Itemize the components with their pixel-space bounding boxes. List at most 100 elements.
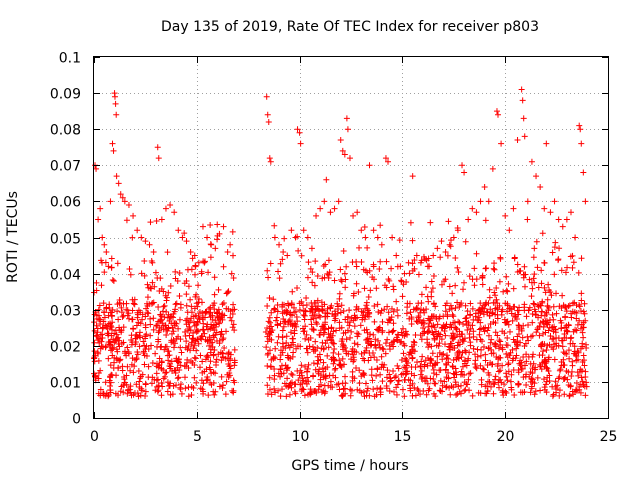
data-point-marker: [226, 372, 233, 379]
data-point-marker: [350, 354, 357, 361]
data-point-marker: [207, 241, 214, 248]
data-point-marker: [455, 348, 462, 355]
data-point-marker: [202, 314, 209, 321]
data-point-marker: [543, 346, 550, 353]
data-point-marker: [547, 209, 554, 216]
data-point-marker: [159, 383, 166, 390]
data-point-marker: [390, 367, 397, 374]
data-point-marker: [348, 315, 355, 322]
data-point-marker: [140, 338, 147, 345]
data-point-marker: [320, 263, 327, 270]
data-point-marker: [479, 281, 486, 288]
data-point-marker: [277, 356, 284, 363]
data-point-marker: [520, 115, 527, 122]
data-point-marker: [108, 264, 115, 271]
data-point-marker: [108, 255, 115, 262]
data-point-marker: [562, 269, 569, 276]
data-point-marker: [580, 334, 587, 341]
data-point-marker: [528, 279, 535, 286]
data-point-marker: [504, 342, 511, 349]
data-point-marker: [181, 230, 188, 237]
data-point-marker: [459, 336, 466, 343]
data-point-marker: [336, 362, 343, 369]
data-point-marker: [402, 376, 409, 383]
data-point-marker: [148, 285, 155, 292]
data-point-marker: [129, 316, 136, 323]
data-point-marker: [542, 289, 549, 296]
data-point-marker: [324, 364, 331, 371]
data-point-marker: [503, 351, 510, 358]
data-point-marker: [140, 348, 147, 355]
data-point-marker: [555, 342, 562, 349]
data-point-marker: [93, 165, 100, 172]
data-point-marker: [537, 387, 544, 394]
data-point-marker: [538, 366, 545, 373]
data-point-marker: [281, 235, 288, 242]
data-point-marker: [430, 366, 437, 373]
data-point-marker: [513, 352, 520, 359]
data-point-marker: [217, 331, 224, 338]
data-point-marker: [293, 345, 300, 352]
data-point-marker: [198, 336, 205, 343]
data-point-marker: [489, 309, 496, 316]
data-point-marker: [362, 234, 369, 241]
data-point-marker: [578, 290, 585, 297]
data-point-marker: [105, 263, 112, 270]
data-point-marker: [340, 247, 347, 254]
data-point-marker: [300, 308, 307, 315]
data-point-marker: [220, 223, 227, 230]
data-point-marker: [541, 259, 548, 266]
data-point-marker: [109, 276, 116, 283]
data-point-marker: [425, 387, 432, 394]
data-point-marker: [472, 364, 479, 371]
data-point-marker: [482, 265, 489, 272]
data-point-marker: [143, 305, 150, 312]
data-point-marker: [560, 302, 567, 309]
data-point-marker: [338, 392, 345, 399]
data-point-marker: [189, 255, 196, 262]
data-point-marker: [144, 309, 151, 316]
data-point-marker: [218, 313, 225, 320]
data-point-marker: [266, 386, 273, 393]
data-point-marker: [503, 318, 510, 325]
data-point-marker: [266, 374, 273, 381]
data-point-marker: [199, 326, 206, 333]
data-point-marker: [173, 382, 180, 389]
data-point-marker: [545, 281, 552, 288]
data-point-marker: [172, 301, 179, 308]
data-point-marker: [436, 349, 443, 356]
data-point-marker: [215, 314, 222, 321]
data-point-marker: [114, 301, 121, 308]
data-point-marker: [401, 393, 408, 400]
data-point-marker: [508, 371, 515, 378]
data-point-marker: [109, 140, 116, 147]
data-point-marker: [550, 328, 557, 335]
data-point-marker: [409, 346, 416, 353]
data-point-marker: [497, 255, 504, 262]
data-point-marker: [147, 219, 154, 226]
data-point-marker: [319, 307, 326, 314]
data-point-marker: [283, 393, 290, 400]
data-point-marker: [358, 227, 365, 234]
data-point-marker: [166, 352, 173, 359]
data-point-marker: [566, 392, 573, 399]
data-point-marker: [209, 339, 216, 346]
data-point-marker: [306, 343, 313, 350]
data-point-marker: [307, 265, 314, 272]
x-tick-label: 10: [292, 429, 310, 445]
data-point-marker: [394, 362, 401, 369]
data-point-marker: [110, 336, 117, 343]
data-point-marker: [264, 302, 271, 309]
data-point-marker: [456, 341, 463, 348]
data-point-marker: [423, 391, 430, 398]
data-point-marker: [303, 345, 310, 352]
data-point-marker: [418, 358, 425, 365]
data-point-marker: [172, 268, 179, 275]
data-point-marker: [277, 373, 284, 380]
data-point-marker: [195, 299, 202, 306]
data-point-marker: [190, 335, 197, 342]
data-point-marker: [425, 344, 432, 351]
data-point-marker: [423, 306, 430, 313]
data-point-marker: [464, 308, 471, 315]
data-point-marker: [100, 390, 107, 397]
